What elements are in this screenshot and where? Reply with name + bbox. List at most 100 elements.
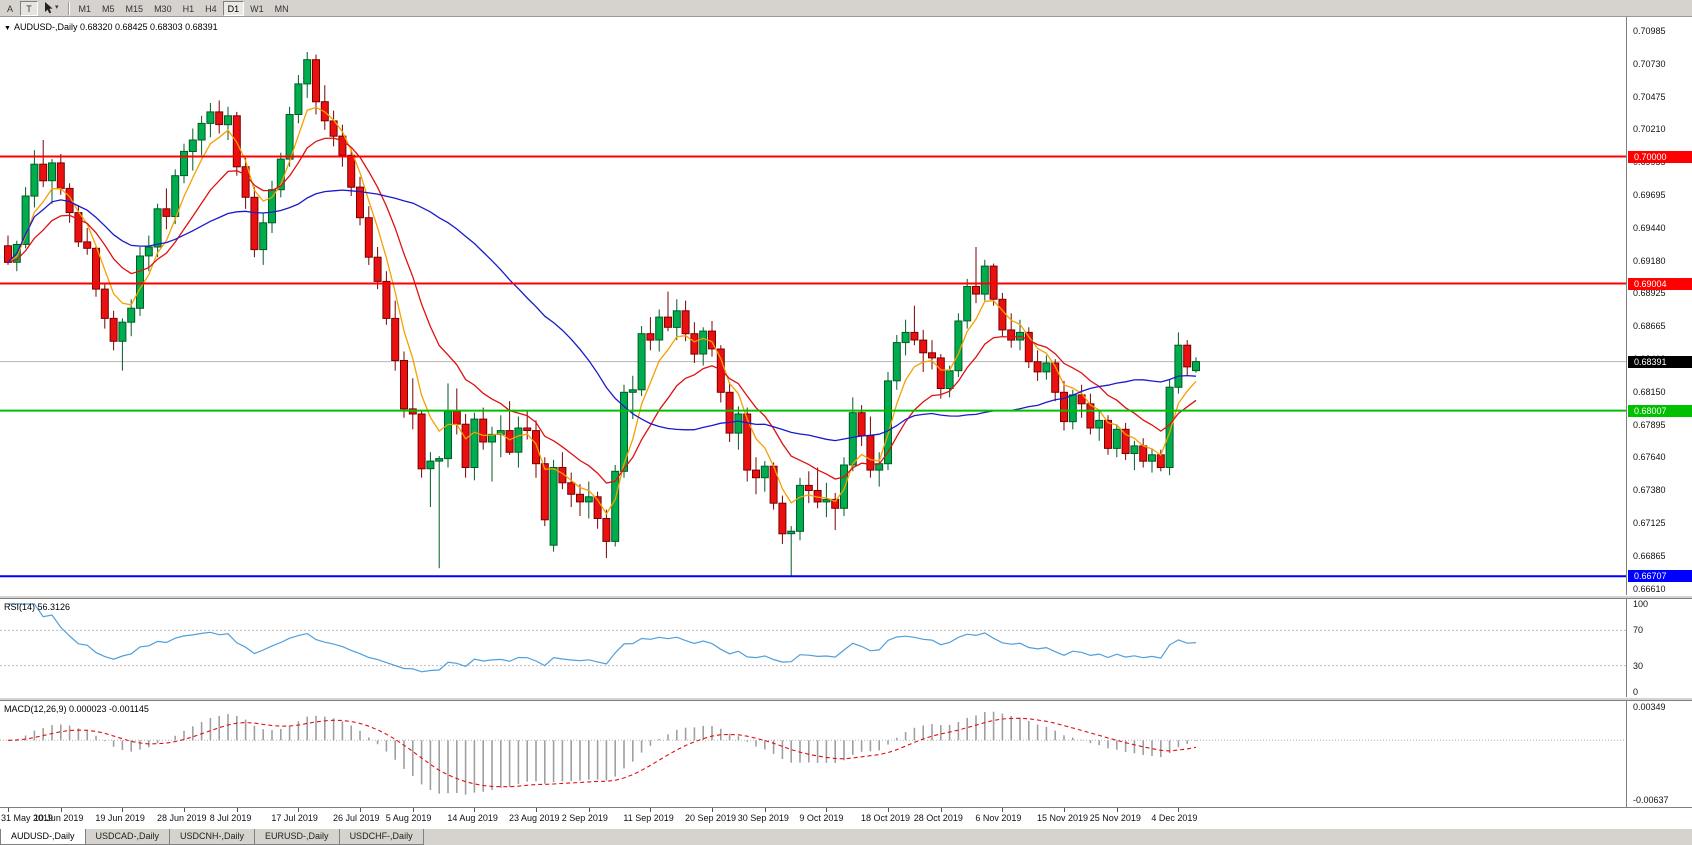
cursor-icon	[45, 2, 53, 14]
time-axis-label: 19 Jun 2019	[95, 813, 145, 823]
time-axis-label: 15 Nov 2019	[1037, 813, 1089, 823]
time-axis-tick	[940, 808, 942, 812]
price-axis-label: 0.67125	[1633, 518, 1666, 528]
time-axis-tick	[184, 808, 185, 812]
panel-splitter[interactable]	[0, 697, 1692, 701]
time-axis-label: 10 Jun 2019	[33, 813, 84, 823]
macd-axis-bottom-label: -0.00637	[1633, 795, 1669, 805]
chart-tab-eurusd[interactable]: EURUSD-,Daily	[254, 829, 340, 845]
timeframe-m30-button[interactable]: M30	[154, 3, 172, 14]
timeframe-h1-button[interactable]: H1	[182, 3, 195, 14]
timeframe-m1-button[interactable]: M1	[78, 3, 92, 14]
price-axis-label: 0.70985	[1633, 26, 1666, 36]
hline-price-badge: 0.68007	[1628, 404, 1692, 417]
rsi-chart-canvas	[0, 603, 1626, 673]
time-axis-label: 2 Sep 2019	[561, 813, 608, 823]
symbol-label: AUDUSD-,Daily	[13, 22, 78, 32]
timeframe-m5-button[interactable]: M5	[102, 3, 115, 14]
timeframe-buttons: M1 M5 M15 M30 H1 H4 D1 W1 MN	[74, 0, 294, 16]
chart-tabs-bar: AUDUSD-,Daily USDCAD-,Daily USDCNH-,Daily E…	[0, 828, 1692, 845]
pointer-tool-button[interactable]: ▾	[38, 1, 64, 16]
price-panel[interactable]: ▼ AUDUSD-,Daily 0.68320 0.68425 0.68303 0…	[0, 17, 1692, 595]
price-axis-label: 0.70475	[1633, 91, 1666, 102]
price-axis-label: 0.68665	[1633, 321, 1666, 332]
timeframe-h4-button[interactable]: H4	[205, 3, 217, 14]
time-axis[interactable]: 31 May 2019 10 Jun 2019 19 Jun 2019 28 Jun …	[0, 807, 1692, 828]
time-axis-label: 14 Aug 2019	[447, 813, 498, 823]
current-price-badge: 0.68391	[1628, 355, 1692, 368]
chart-tab-usdchf[interactable]: USDCHF-,Daily	[338, 829, 424, 845]
panel-splitter[interactable]	[0, 595, 1692, 599]
time-axis-label: 26 Jul 2019	[333, 813, 380, 823]
time-axis-label: 30 Sep 2019	[737, 813, 789, 823]
symbol-dropdown-icon[interactable]: ▼	[4, 25, 11, 32]
chart-tab-usdcnh[interactable]: USDCNH-,Daily	[169, 829, 256, 845]
rsi-panel[interactable]: RSI(14) 56.3126 100 70 30 0	[0, 599, 1692, 697]
macd-axis: 0.00349 -0.00637	[1626, 701, 1692, 807]
rsi-axis: 100 70 30 0	[1626, 599, 1692, 697]
macd-panel[interactable]: MACD(12,26,9) 0.000023 -0.001145 0.00349…	[0, 701, 1692, 807]
time-axis-tick	[298, 808, 300, 812]
time-axis-label: 17 Jul 2019	[271, 813, 318, 823]
macd-label: MACD(12,26,9) 0.000023 -0.001145	[4, 704, 149, 714]
price-axis-label: 0.67380	[1633, 485, 1666, 496]
time-axis-label: 9 Oct 2019	[799, 813, 844, 823]
time-axis-tick	[826, 808, 828, 812]
time-axis-tick	[588, 808, 590, 812]
price-axis-label: 0.68150	[1633, 386, 1666, 397]
price-axis-label: 0.67640	[1633, 452, 1666, 463]
macd-chart-canvas	[0, 711, 1626, 795]
dropdown-caret-icon: ▾	[55, 4, 59, 11]
rsi-axis-label: 30	[1633, 660, 1644, 671]
time-axis-tick	[360, 808, 361, 812]
ma-mid-line	[7, 137, 1197, 484]
timeframe-mn-button[interactable]: MN	[274, 3, 289, 14]
macd-histogram	[15, 711, 1197, 795]
time-axis-label: 28 Jun 2019	[157, 813, 207, 823]
price-axis-label: 0.69695	[1633, 190, 1666, 200]
candlestick-series	[4, 52, 1200, 576]
time-axis-label: 4 Dec 2019	[1151, 813, 1198, 823]
rsi-label: RSI(14) 56.3126	[4, 602, 71, 612]
chart-header: ▼ AUDUSD-,Daily 0.68320 0.68425 0.68303 0…	[4, 22, 218, 32]
time-axis-label: 18 Oct 2019	[861, 813, 911, 823]
price-axis[interactable]: 0.709850.707300.704750.702100.699550.696…	[1626, 17, 1692, 595]
time-axis-label: 25 Nov 2019	[1089, 813, 1141, 823]
chart-window: ▼ AUDUSD-,Daily 0.68320 0.68425 0.68303 0…	[0, 17, 1692, 828]
time-axis-tick	[60, 808, 62, 812]
time-axis-tick	[1064, 808, 1065, 812]
price-axis-label: 0.70210	[1633, 124, 1666, 135]
toolbar-button-t[interactable]: T	[20, 0, 38, 16]
rsi-axis-label: 0	[1633, 687, 1639, 697]
rsi-axis-label: 100	[1633, 599, 1649, 609]
rsi-line	[8, 603, 1197, 673]
toolbar-separator	[67, 1, 70, 15]
time-axis-tick	[1116, 808, 1118, 812]
time-axis-tick	[1002, 808, 1004, 812]
hline-price-badge: 0.70000	[1628, 150, 1692, 163]
time-axis-label: 11 Sep 2019	[623, 813, 674, 823]
timeframe-d1-button[interactable]: D1	[222, 0, 245, 16]
price-axis-label: 0.66865	[1633, 550, 1666, 561]
time-axis-tick	[122, 808, 124, 812]
time-axis-label: 31 May 2019	[1, 813, 54, 823]
time-axis-tick	[712, 808, 713, 812]
hline-price-badge: 0.69004	[1628, 277, 1692, 290]
ohlc-values: 0.68320 0.68425 0.68303 0.68391	[79, 22, 218, 32]
rsi-axis-label: 70	[1633, 625, 1644, 636]
timeframe-m15-button[interactable]: M15	[125, 3, 144, 14]
timeframe-w1-button[interactable]: W1	[250, 3, 264, 14]
price-axis-label: 0.69440	[1633, 222, 1666, 233]
price-axis-label: 0.67895	[1633, 419, 1666, 430]
price-axis-label: 0.69180	[1633, 255, 1666, 266]
time-axis-tick	[536, 808, 537, 812]
toolbar-button-a[interactable]: A	[6, 3, 13, 14]
chart-tab-audusd[interactable]: AUDUSD-,Daily	[0, 829, 86, 845]
time-axis-tick	[764, 808, 766, 812]
price-chart-canvas[interactable]	[0, 17, 1626, 595]
ma-fast-line	[7, 106, 1197, 516]
time-axis-tick	[412, 808, 414, 812]
chart-tab-usdcad[interactable]: USDCAD-,Daily	[84, 829, 171, 845]
